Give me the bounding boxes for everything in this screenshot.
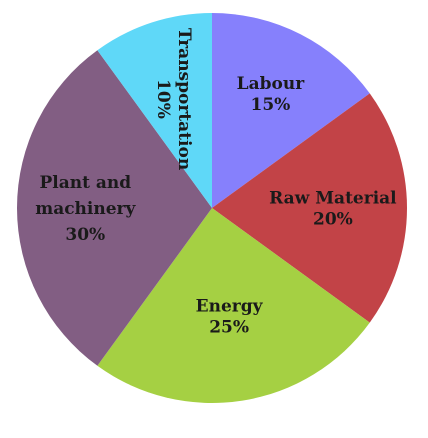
pie-slice-plant-and-machinery	[16, 50, 212, 366]
pie-slice-raw-material	[212, 93, 408, 323]
slice-label-transportation: Transportation10%	[153, 28, 194, 170]
slice-label-plant-and-machinery: Plant and machinery 30%	[35, 173, 136, 245]
pie-slice-transportation	[97, 12, 212, 208]
pie-slice-energy	[97, 208, 370, 404]
slice-label-energy: Energy 25%	[196, 296, 264, 337]
slice-label-labour: Labour 15%	[237, 74, 306, 115]
slice-label-raw-material: Raw Material 20%	[269, 189, 397, 230]
pie-slice-labour	[212, 12, 370, 208]
pie-labels: Labour 15% Raw Material 20% Energy 25% Plant a…	[35, 28, 397, 338]
pie-slices	[16, 12, 408, 404]
